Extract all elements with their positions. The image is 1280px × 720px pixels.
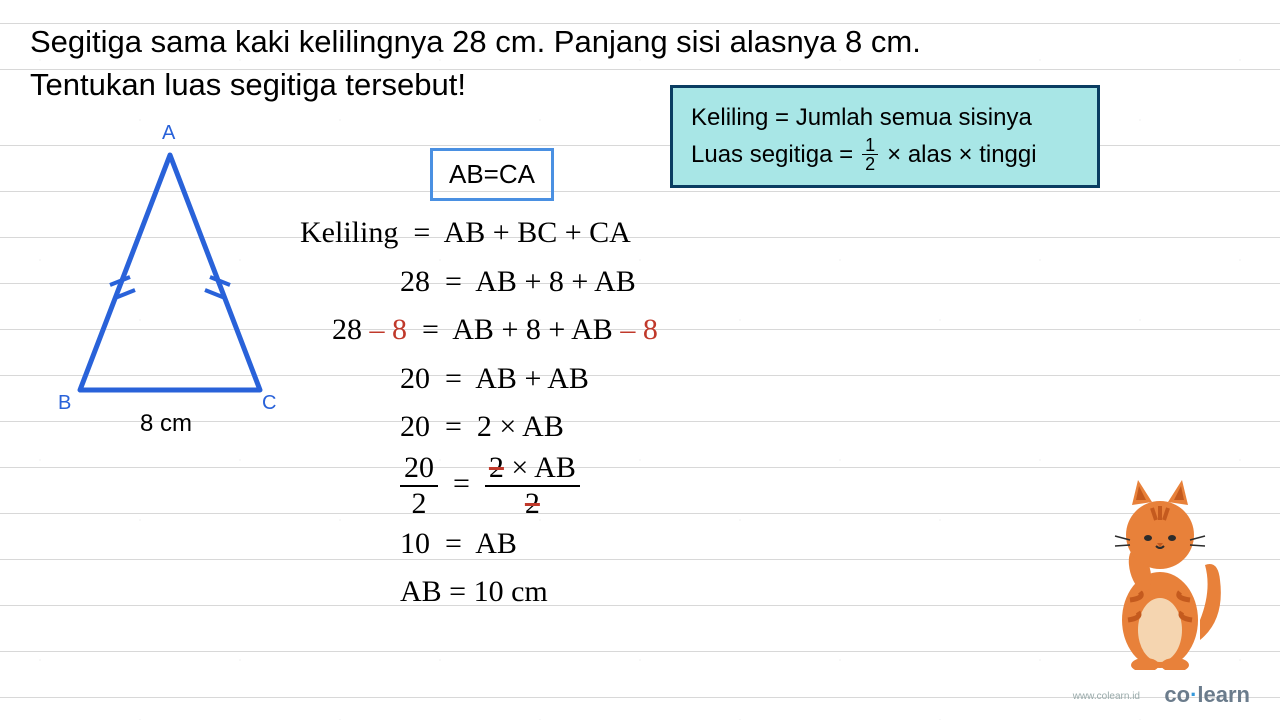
handwritten-work: Keliling = AB + BC + CA 28 = AB + 8 + AB… xyxy=(300,210,658,618)
work-line-4: 20 = AB + AB xyxy=(300,356,658,403)
formula-box: Keliling = Jumlah semua sisinya Luas seg… xyxy=(670,85,1100,188)
brand-logo: co·learn xyxy=(1164,682,1250,708)
vertex-c: C xyxy=(262,392,276,415)
frac-den: 2 xyxy=(862,155,878,173)
base-length-label: 8 cm xyxy=(140,410,192,438)
cat-illustration xyxy=(1090,470,1230,670)
cat-svg xyxy=(1090,470,1230,670)
brand-co: co xyxy=(1164,682,1190,707)
brand-learn: learn xyxy=(1197,682,1250,707)
triangle-diagram: A B C 8 cm xyxy=(60,130,280,410)
work-line-3: 28 – 8 = AB + 8 + AB – 8 xyxy=(300,307,658,354)
formula-luas-suffix: × alas × tinggi xyxy=(887,137,1036,173)
equal-sides-box: AB=CA xyxy=(430,148,554,201)
formula-luas-prefix: Luas segitiga = xyxy=(691,137,853,173)
brand-url: www.colearn.id xyxy=(1073,691,1140,702)
work-line-2: 28 = AB + 8 + AB xyxy=(300,259,658,306)
work-line-7: 10 = AB xyxy=(300,521,658,568)
vertex-b: B xyxy=(58,392,71,415)
work-line-1: Keliling = AB + BC + CA xyxy=(300,210,658,257)
fraction-half: 1 2 xyxy=(862,136,878,173)
vertex-a: A xyxy=(162,122,175,145)
question-line1: Segitiga sama kaki kelilingnya 28 cm. Pa… xyxy=(30,24,921,59)
formula-keliling: Keliling = Jumlah semua sisinya xyxy=(691,100,1079,136)
triangle-svg xyxy=(60,130,280,410)
work-line-6: 20 2 = 2 × AB 2 xyxy=(300,453,658,519)
frac-20-2: 20 2 xyxy=(400,453,438,519)
work-line-5: 20 = 2 × AB xyxy=(300,404,658,451)
formula-luas: Luas segitiga = 1 2 × alas × tinggi xyxy=(691,136,1079,173)
question-line2: Tentukan luas segitiga tersebut! xyxy=(30,67,466,102)
frac-2ab-2: 2 × AB 2 xyxy=(485,453,580,519)
work-line-8: AB = 10 cm xyxy=(300,569,658,616)
frac-num: 1 xyxy=(862,136,878,155)
